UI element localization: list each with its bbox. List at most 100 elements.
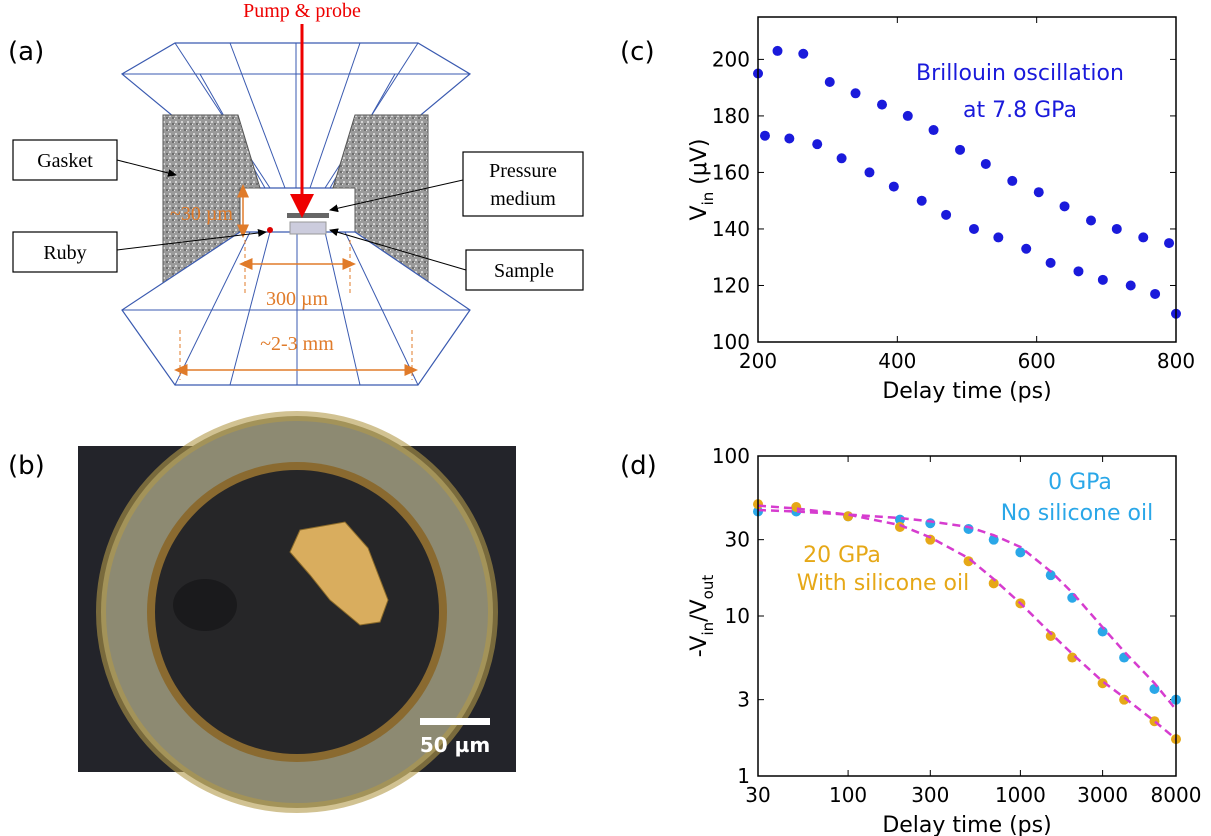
point — [988, 578, 999, 589]
y-tick-label: 100 — [712, 444, 750, 468]
gasket-label: Gasket — [37, 150, 93, 172]
point — [824, 77, 835, 87]
point — [968, 223, 979, 234]
pressure-medium-label: medium — [490, 188, 556, 210]
point — [902, 110, 913, 121]
plot-frame — [757, 16, 1177, 343]
micrograph: 50 µm — [78, 411, 516, 813]
x-tick-label: 300 — [911, 783, 949, 807]
point — [1138, 232, 1149, 243]
point — [1045, 630, 1056, 641]
annotation: No silicone oil — [1001, 501, 1153, 526]
point — [1097, 626, 1108, 637]
point — [1119, 694, 1130, 705]
pump-label: Pump & probe — [243, 0, 361, 22]
x-tick-label: 200 — [739, 349, 777, 373]
annotation: Brillouin oscillation — [916, 61, 1124, 86]
x-tick-label: 8000 — [1151, 783, 1202, 807]
fit-line — [757, 508, 1177, 711]
point — [850, 88, 861, 99]
gap-label: ~30 µm — [170, 203, 233, 225]
point — [980, 158, 991, 169]
point — [894, 521, 905, 532]
y-axis-label: Vin (μV) — [687, 139, 717, 221]
y-tick-label: 30 — [725, 528, 750, 552]
y-tick-label: 180 — [712, 104, 750, 128]
x-tick-label: 30 — [745, 783, 770, 807]
y-axis-label-part: -V — [687, 636, 712, 658]
panel-labels: (a) (b) (c) (d) — [8, 37, 657, 481]
y-tick-label: 10 — [725, 604, 750, 628]
point — [1097, 678, 1108, 689]
annotation: at 7.8 GPa — [963, 98, 1077, 123]
point — [1045, 257, 1056, 268]
panel-label: (a) — [8, 37, 44, 67]
point — [916, 195, 927, 206]
point — [864, 167, 875, 178]
y-axis-label-subscript: out — [699, 575, 717, 600]
y-axis-label: -Vin/Vout — [687, 575, 717, 658]
x-tick-label: 100 — [829, 783, 867, 807]
charts: 200 400 600 800 100 120 140 160 180 200 Delay time… — [687, 16, 1202, 836]
dac-diagram: Pump & probe ~30 µm 300 µm ~2-3 mm Gaske… — [12, 0, 584, 386]
y-axis-label-subscript: in — [699, 192, 717, 206]
point — [1111, 223, 1122, 234]
point — [941, 209, 952, 220]
table-label: ~2-3 mm — [260, 333, 334, 355]
point — [1045, 570, 1056, 581]
point — [1086, 215, 1097, 226]
y-tick-label: 140 — [712, 217, 750, 241]
x-tick-label: 1000 — [995, 783, 1046, 807]
point — [836, 153, 847, 164]
point — [1149, 683, 1160, 694]
panel-label: (d) — [620, 451, 657, 481]
y-axis-label-subscript: in — [699, 622, 717, 636]
point — [798, 48, 809, 59]
point — [1150, 288, 1161, 299]
point — [1033, 187, 1044, 198]
annotation: With silicone oil — [797, 571, 969, 596]
y-tick-label: 120 — [712, 273, 750, 297]
facets — [174, 231, 419, 386]
annotation: 0 GPa — [1048, 470, 1112, 495]
scale-bar-label: 50 µm — [420, 733, 490, 757]
point — [877, 99, 888, 110]
panel-label: (c) — [620, 37, 655, 67]
point — [993, 232, 1004, 243]
y-axis-label-part: /V — [687, 599, 712, 621]
y-tick-label: 200 — [712, 47, 750, 71]
point — [772, 45, 783, 56]
point — [812, 139, 823, 150]
x-tick-label: 600 — [1018, 349, 1056, 373]
culet-label: 300 µm — [266, 288, 329, 310]
pressure-medium-label: Pressure — [489, 160, 557, 182]
plot-frame — [757, 455, 1177, 777]
x-tick-label: 800 — [1157, 349, 1195, 373]
y-axis-label-part: (μV) — [687, 139, 712, 192]
x-tick-label: 400 — [878, 349, 916, 373]
point — [1015, 547, 1026, 558]
ruby-label: Ruby — [43, 242, 86, 264]
point — [1059, 201, 1070, 212]
y-tick-label: 160 — [712, 160, 750, 184]
point — [1073, 266, 1084, 277]
y-axis-label-part: V — [687, 205, 712, 220]
point — [955, 144, 966, 155]
point — [888, 181, 899, 192]
point — [925, 518, 936, 529]
y-tick-label: 3 — [737, 688, 750, 712]
x-axis-label: Delay time (ps) — [882, 379, 1051, 404]
point — [784, 133, 795, 144]
point — [1125, 280, 1136, 291]
point — [1067, 652, 1078, 663]
y-tick-label: 1 — [737, 764, 750, 788]
point — [1021, 243, 1032, 254]
point — [759, 130, 770, 141]
point — [928, 125, 939, 136]
panel-label: (b) — [8, 451, 45, 481]
x-axis-label: Delay time (ps) — [882, 813, 1051, 836]
point — [1164, 238, 1175, 249]
y-tick-label: 100 — [712, 330, 750, 354]
sample-label: Sample — [494, 260, 554, 282]
